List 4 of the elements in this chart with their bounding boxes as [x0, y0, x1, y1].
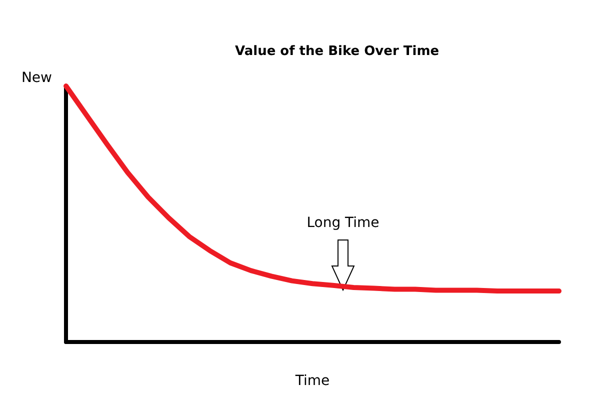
annotation: Long Time	[306, 215, 380, 231]
chart-title: Value of the Bike Over Time	[235, 44, 440, 59]
text: New	[21, 70, 52, 86]
x-axis-title: Time	[294, 373, 330, 389]
